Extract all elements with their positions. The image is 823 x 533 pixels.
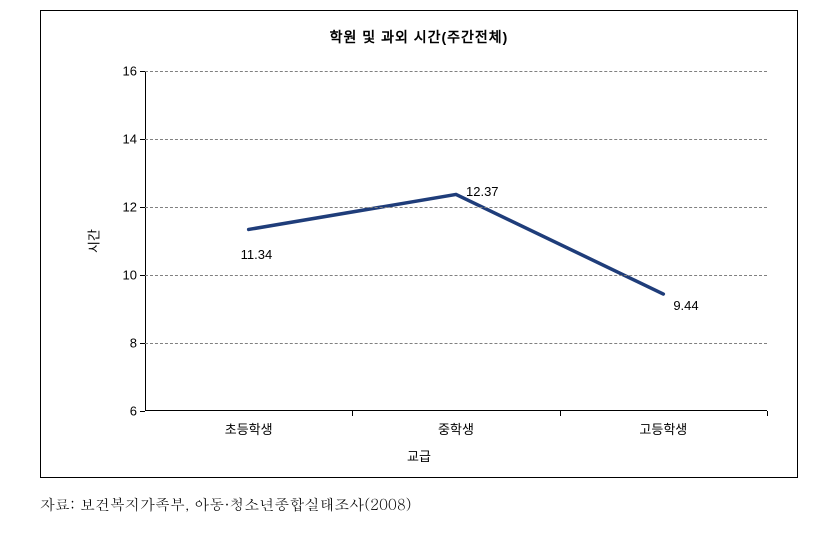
x-tick-label: 중학생 [438, 419, 474, 438]
y-tick-mark [140, 411, 145, 412]
y-tick-mark [140, 343, 145, 344]
chart-title: 학원 및 과외 시간(주간전체) [41, 27, 797, 47]
x-axis-line [145, 410, 767, 411]
y-tick-label: 12 [123, 200, 137, 215]
y-tick-label: 14 [123, 132, 137, 147]
y-axis-title: 시간 [84, 229, 103, 253]
y-axis-line [145, 71, 146, 411]
grid-line [145, 207, 767, 208]
y-tick-label: 8 [130, 336, 137, 351]
x-axis-title: 교급 [407, 446, 431, 465]
grid-line [145, 139, 767, 140]
data-label: 9.44 [673, 298, 698, 313]
grid-line [145, 343, 767, 344]
y-tick-mark [140, 71, 145, 72]
x-tick-label: 초등학생 [225, 419, 273, 438]
y-tick-label: 10 [123, 268, 137, 283]
source-note: 자료: 보건복지가족부, 아동·청소년종합실태조사(2008) [40, 494, 411, 515]
y-tick-label: 6 [130, 404, 137, 419]
grid-line [145, 275, 767, 276]
grid-line [145, 71, 767, 72]
y-tick-mark [140, 207, 145, 208]
x-tick-mark [352, 411, 353, 416]
x-tick-mark [767, 411, 768, 416]
chart-frame: 학원 및 과외 시간(주간전체) 시간 6 8 10 12 14 16 초등학생 중학생 고등학… [40, 10, 798, 478]
data-label: 11.34 [241, 247, 273, 262]
y-tick-mark [140, 275, 145, 276]
plot-area: 6810121416초등학생중학생고등학생11.3412.379.44 [145, 71, 767, 411]
data-label: 12.37 [466, 184, 499, 199]
x-tick-mark [560, 411, 561, 416]
x-tick-label: 고등학생 [639, 419, 687, 438]
y-tick-label: 16 [123, 64, 137, 79]
chart-line-svg [145, 71, 767, 411]
y-tick-mark [140, 139, 145, 140]
